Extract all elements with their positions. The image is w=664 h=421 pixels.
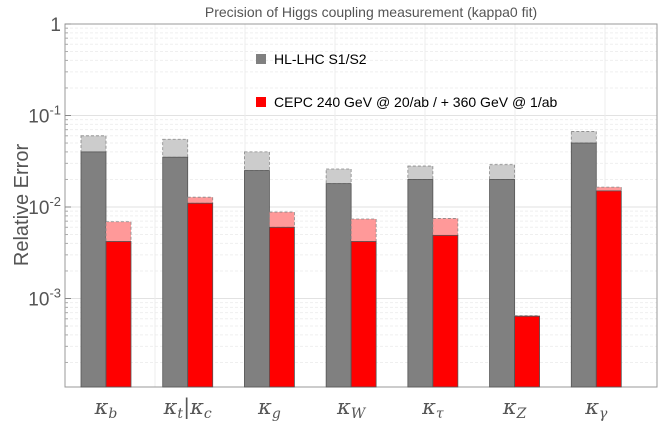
x-tick-label: κτ (421, 395, 444, 421)
bar-cepc (350, 241, 377, 388)
bar-upper-cepc (187, 196, 214, 204)
y-tick-label: 10-2 (28, 194, 61, 219)
x-tick-label: κb (94, 395, 118, 421)
y-tick-label: 10-3 (28, 286, 61, 311)
bar-hl-lhc (162, 156, 189, 388)
bar-cepc (595, 190, 622, 388)
x-tick-label: κt|κc (163, 395, 212, 421)
bar-hl-lhc (244, 170, 270, 388)
x-tick-label: κZ (502, 395, 527, 421)
bar-upper-cepc (432, 218, 459, 236)
bar-hl-lhc (489, 179, 515, 388)
chart-title: Precision of Higgs coupling measurement … (205, 4, 537, 20)
bar-hl-lhc (80, 151, 107, 388)
y-tick-label: 1 (50, 15, 61, 36)
bar-upper-cepc (595, 186, 622, 192)
bar-upper-cepc (350, 218, 377, 242)
bar-upper-hl-lhc (162, 138, 189, 158)
bar-hl-lhc (407, 179, 434, 388)
y-axis-label: Relative Error (11, 144, 33, 267)
bar-cepc (432, 234, 459, 388)
bar-hl-lhc (325, 183, 352, 388)
bar-upper-hl-lhc (80, 135, 107, 153)
legend-swatch-cepc (256, 97, 266, 107)
y-axis-ticks: 1 10-1 10-2 10-3 (28, 15, 71, 363)
bar-upper-cepc (105, 221, 132, 242)
legend-label-hl-lhc: HL-LHC S1/S2 (274, 51, 367, 67)
x-axis-tick-labels: κb κt|κc κg κW κτ κZ κγ (94, 395, 608, 421)
x-tick-label: κγ (584, 395, 608, 421)
legend-swatch-hl-lhc (256, 54, 266, 64)
bar-hl-lhc (570, 142, 597, 388)
bar-cepc (514, 315, 540, 388)
bar-upper-hl-lhc (325, 168, 352, 185)
legend: HL-LHC S1/S2 CEPC 240 GeV @ 20/ab / + 36… (256, 51, 558, 110)
y-tick-label: 10-1 (28, 103, 61, 128)
x-tick-label: κW (336, 395, 367, 421)
bar-upper-hl-lhc (570, 131, 597, 144)
bars (80, 131, 622, 388)
x-tick-label: κg (257, 395, 281, 421)
legend-label-cepc: CEPC 240 GeV @ 20/ab / + 360 GeV @ 1/ab (274, 94, 558, 110)
bar-upper-hl-lhc (489, 164, 515, 180)
bar-cepc (187, 202, 214, 388)
bar-cepc (105, 241, 132, 388)
bar-upper-cepc (269, 211, 295, 228)
bar-upper-hl-lhc (244, 151, 270, 171)
bar-upper-hl-lhc (407, 165, 434, 180)
bar-cepc (269, 226, 295, 388)
